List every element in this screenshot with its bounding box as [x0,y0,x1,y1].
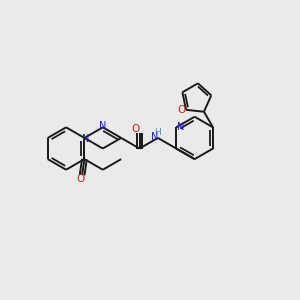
Text: N: N [99,122,106,131]
Text: N: N [177,122,184,132]
Text: N: N [151,132,159,142]
Text: O: O [178,105,186,115]
Text: N: N [82,134,90,144]
Text: O: O [131,124,139,134]
Text: O: O [77,174,85,184]
Text: H: H [154,128,161,137]
